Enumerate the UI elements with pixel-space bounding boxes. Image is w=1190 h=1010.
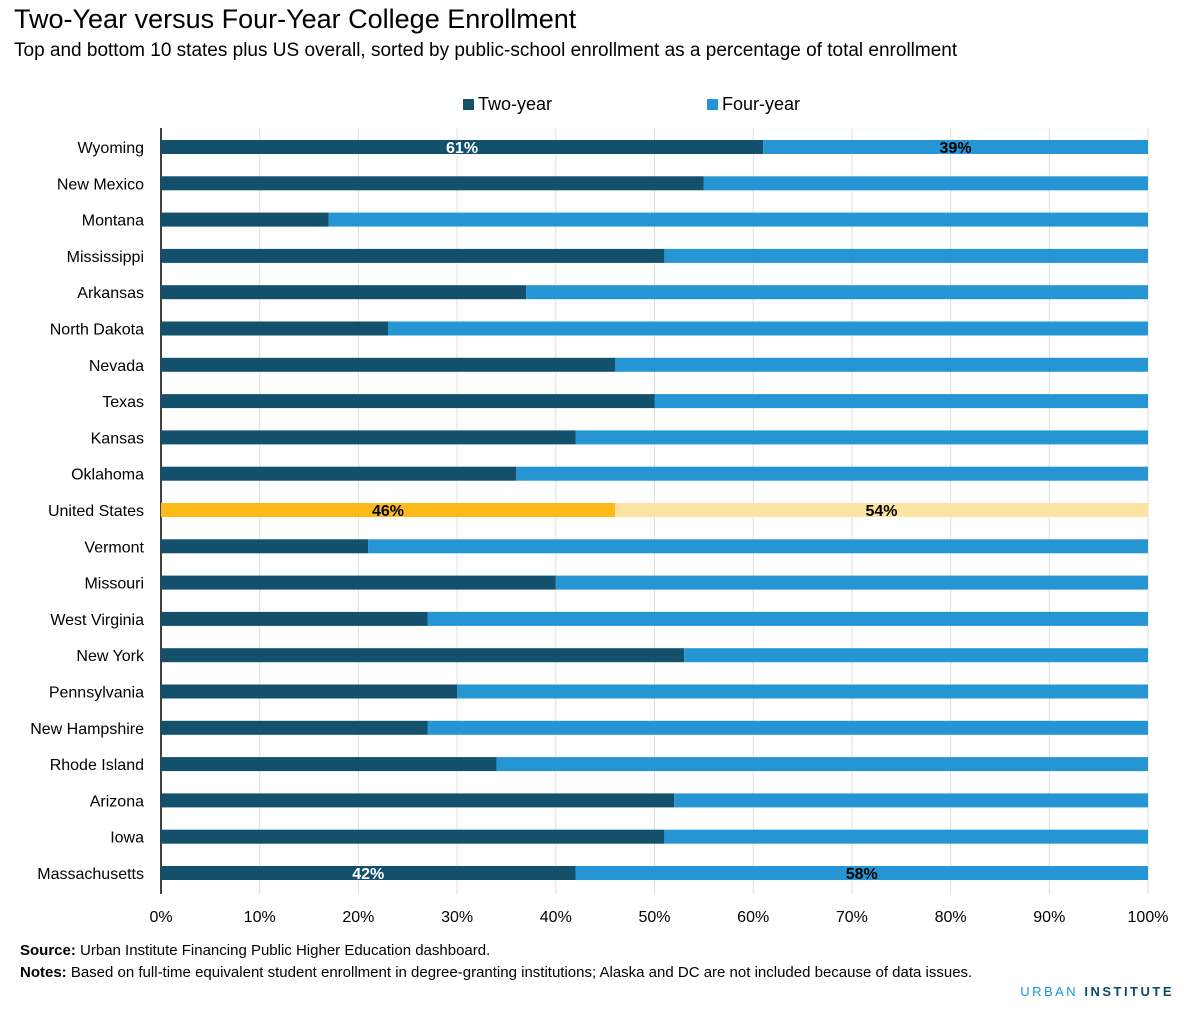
data-label-two-year-wyoming: 61% xyxy=(446,140,478,157)
bar-two-year-rhode-island xyxy=(161,757,497,772)
bar-four-year-arkansas xyxy=(526,285,1148,300)
bar-two-year-texas xyxy=(161,394,655,409)
bar-chart: 0% 10% 20% 30% 40% 50% 60% 70% 80% 90% 100% Wyoming… xyxy=(30,128,1169,926)
category-label-iowa: Iowa xyxy=(110,830,144,847)
bar-four-year-pennsylvania xyxy=(457,684,1149,699)
bar-four-year-new-york xyxy=(684,648,1148,663)
bar-two-year-new-hampshire xyxy=(161,720,428,735)
bar-two-year-kansas xyxy=(161,430,576,445)
category-label-mississippi: Mississippi xyxy=(67,249,144,266)
bar-two-year-new-york xyxy=(161,648,685,663)
bar-two-year-iowa xyxy=(161,829,665,844)
legend-label-two-year: Two-year xyxy=(478,94,553,114)
x-tick-label: 30% xyxy=(441,909,473,926)
bar-two-year-new-mexico xyxy=(161,176,704,191)
bar-two-year-north-dakota xyxy=(161,321,389,336)
x-tick-label: 50% xyxy=(638,909,670,926)
category-label-new-york: New York xyxy=(76,648,145,665)
category-label-montana: Montana xyxy=(82,213,144,230)
bar-two-year-missouri xyxy=(161,575,556,590)
category-label-vermont: Vermont xyxy=(84,539,144,556)
legend-swatch-two-year xyxy=(463,99,474,110)
bar-four-year-new-mexico xyxy=(703,176,1148,191)
category-label-new-hampshire: New Hampshire xyxy=(30,721,144,738)
chart-title: Two-Year versus Four-Year College Enroll… xyxy=(14,4,577,34)
chart-footnotes: Source: Urban Institute Financing Public… xyxy=(20,940,980,984)
chart-subtitle: Top and bottom 10 states plus US overall… xyxy=(14,40,958,61)
data-label-two-year-united-states: 46% xyxy=(372,503,404,520)
bar-four-year-united-states xyxy=(615,503,1148,517)
category-label-oklahoma: Oklahoma xyxy=(71,467,144,484)
bar-two-year-arkansas xyxy=(161,285,527,300)
category-label-nevada: Nevada xyxy=(89,358,144,375)
data-label-four-year-united-states: 54% xyxy=(865,503,897,520)
bar-two-year-montana xyxy=(161,212,329,227)
bar-two-year-massachusetts xyxy=(161,866,576,880)
legend-swatch-four-year xyxy=(707,99,718,110)
category-label-west-virginia: West Virginia xyxy=(50,612,144,629)
notes-note: Notes: Based on full-time equivalent stu… xyxy=(20,964,973,981)
legend-item-four-year: Four-year xyxy=(707,94,800,115)
bar-two-year-arizona xyxy=(161,793,675,808)
x-tick-label: 100% xyxy=(1128,909,1169,926)
bar-four-year-nevada xyxy=(615,357,1148,372)
bar-four-year-mississippi xyxy=(664,248,1148,263)
data-label-four-year-massachusetts: 58% xyxy=(846,866,878,883)
bar-four-year-west-virginia xyxy=(427,611,1148,626)
legend-label-four-year: Four-year xyxy=(722,94,801,114)
bar-two-year-wyoming xyxy=(161,140,764,154)
bar-four-year-missouri xyxy=(555,575,1148,590)
category-label-north-dakota: North Dakota xyxy=(50,322,144,339)
bar-four-year-montana xyxy=(328,212,1148,227)
bar-four-year-texas xyxy=(654,394,1148,409)
legend-item-two-year: Two-year xyxy=(463,94,552,115)
bar-four-year-arizona xyxy=(674,793,1148,808)
bar-four-year-vermont xyxy=(368,539,1148,554)
x-tick-label: 60% xyxy=(737,909,769,926)
category-label-arizona: Arizona xyxy=(90,793,144,810)
bar-two-year-mississippi xyxy=(161,248,665,263)
bar-four-year-new-hampshire xyxy=(427,720,1148,735)
category-label-rhode-island: Rhode Island xyxy=(50,757,144,774)
x-tick-label: 0% xyxy=(149,909,172,926)
bar-four-year-kansas xyxy=(575,430,1148,445)
bar-four-year-oklahoma xyxy=(516,466,1148,481)
category-label-wyoming: Wyoming xyxy=(77,140,144,157)
bar-four-year-north-dakota xyxy=(388,321,1148,336)
bar-two-year-west-virginia xyxy=(161,611,428,626)
x-tick-label: 70% xyxy=(836,909,868,926)
bar-two-year-oklahoma xyxy=(161,466,517,481)
legend: Two-year Four-year xyxy=(0,94,1190,118)
bar-four-year-massachusetts xyxy=(575,866,1148,880)
data-label-four-year-wyoming: 39% xyxy=(940,140,972,157)
x-tick-label: 90% xyxy=(1033,909,1065,926)
bar-two-year-united-states xyxy=(161,503,616,517)
x-tick-label: 80% xyxy=(935,909,967,926)
data-label-two-year-massachusetts: 42% xyxy=(352,866,384,883)
bar-four-year-rhode-island xyxy=(496,757,1149,772)
bar-four-year-iowa xyxy=(664,829,1148,844)
source-note: Source: Urban Institute Financing Public… xyxy=(20,942,491,959)
category-label-new-mexico: New Mexico xyxy=(57,176,144,193)
bar-two-year-pennsylvania xyxy=(161,684,458,699)
category-label-texas: Texas xyxy=(102,394,144,411)
bar-two-year-vermont xyxy=(161,539,369,554)
category-label-united-states: United States xyxy=(48,503,144,520)
bar-four-year-wyoming xyxy=(763,140,1148,154)
category-label-massachusetts: Massachusetts xyxy=(37,866,144,883)
x-tick-label: 20% xyxy=(342,909,374,926)
category-label-arkansas: Arkansas xyxy=(77,285,144,302)
x-tick-label: 40% xyxy=(540,909,572,926)
x-tick-label: 10% xyxy=(244,909,276,926)
urban-institute-logo: URBAN INSTITUTE xyxy=(1020,984,1174,999)
category-label-missouri: Missouri xyxy=(84,576,144,593)
bar-two-year-nevada xyxy=(161,357,616,372)
category-label-pennsylvania: Pennsylvania xyxy=(49,685,144,702)
category-label-kansas: Kansas xyxy=(91,430,144,447)
